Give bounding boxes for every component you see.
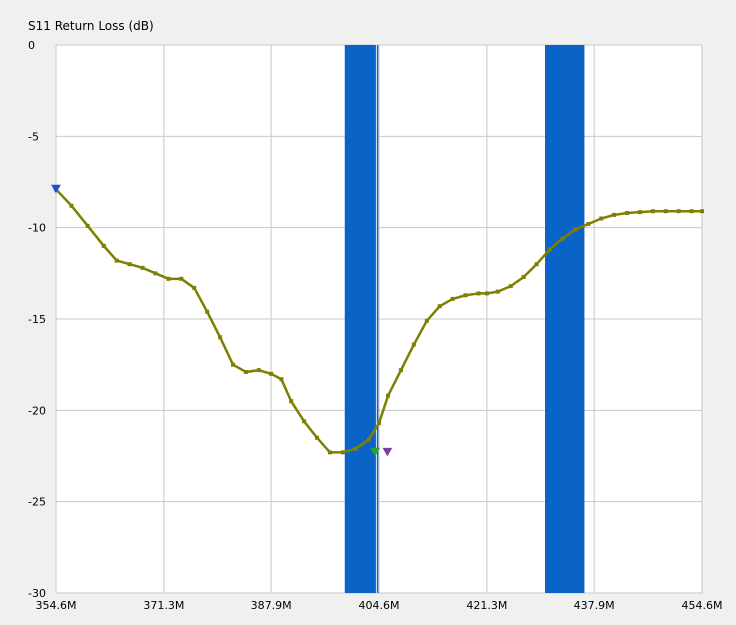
y-tick-label: -20 bbox=[28, 404, 46, 417]
x-tick-label: 387.9M bbox=[251, 599, 292, 612]
series-point bbox=[353, 446, 358, 451]
series-point bbox=[127, 262, 132, 267]
series-point bbox=[534, 262, 539, 267]
series-point bbox=[218, 335, 223, 340]
series-point bbox=[101, 243, 106, 248]
series-point bbox=[179, 276, 184, 281]
x-tick-label: 404.6M bbox=[359, 599, 400, 612]
x-tick-label: 437.9M bbox=[574, 599, 615, 612]
series-point bbox=[450, 296, 455, 301]
series-point bbox=[192, 285, 197, 290]
x-tick-label: 454.6M bbox=[682, 599, 723, 612]
series-point bbox=[85, 223, 90, 228]
series-point bbox=[495, 289, 500, 294]
series-point bbox=[269, 371, 274, 376]
series-point bbox=[377, 421, 381, 426]
series-point bbox=[302, 419, 307, 424]
tick-labels: 354.6M 371.3M 387.9M 404.6M 421.3M 437.9M 454.… bbox=[28, 39, 722, 612]
series-point bbox=[676, 209, 681, 214]
y-tick-label: -15 bbox=[28, 313, 46, 326]
series-point bbox=[411, 342, 416, 347]
series-point bbox=[586, 222, 591, 227]
series-point bbox=[279, 377, 284, 382]
series-point bbox=[386, 393, 391, 398]
series-point bbox=[573, 227, 578, 232]
grid-lines bbox=[55, 44, 703, 594]
marker-triangle bbox=[51, 184, 61, 194]
series-point bbox=[689, 209, 694, 214]
series-point bbox=[437, 304, 442, 309]
series-point bbox=[366, 437, 371, 442]
series-point bbox=[153, 271, 158, 276]
series-point bbox=[484, 291, 489, 296]
series-point bbox=[625, 211, 630, 216]
highlight-bands bbox=[344, 45, 585, 593]
series-point bbox=[114, 258, 119, 263]
series-point bbox=[476, 291, 481, 296]
y-tick-label: 0 bbox=[28, 39, 35, 52]
series-point bbox=[398, 368, 403, 373]
marker-triangle bbox=[382, 447, 393, 457]
series-point bbox=[612, 212, 617, 217]
series-point bbox=[547, 247, 552, 252]
series-point bbox=[599, 216, 604, 221]
series-point bbox=[289, 399, 294, 404]
x-tick-label: 421.3M bbox=[466, 599, 507, 612]
series-point bbox=[637, 210, 642, 215]
series-point bbox=[340, 450, 345, 455]
series-point bbox=[663, 209, 668, 214]
y-tick-label: -5 bbox=[28, 130, 39, 143]
y-tick-label: -25 bbox=[28, 496, 46, 509]
highlight-band bbox=[545, 45, 585, 593]
chart-title: S11 Return Loss (dB) bbox=[28, 19, 154, 33]
y-tick-label: -30 bbox=[28, 587, 46, 600]
series-point bbox=[166, 276, 171, 281]
series-line bbox=[55, 188, 702, 454]
series-point bbox=[463, 293, 468, 298]
series-point bbox=[314, 435, 319, 440]
series-point bbox=[69, 203, 74, 208]
highlight-band bbox=[344, 45, 379, 593]
series-point bbox=[205, 309, 210, 314]
marker-triangle bbox=[370, 447, 380, 457]
series-point bbox=[521, 274, 526, 279]
series-point bbox=[256, 368, 261, 373]
series-point bbox=[327, 450, 332, 455]
marker-layer bbox=[51, 184, 393, 457]
series-point bbox=[140, 265, 145, 270]
series-point bbox=[650, 209, 655, 214]
x-tick-label: 354.6M bbox=[36, 599, 77, 612]
series-point bbox=[508, 284, 513, 289]
series-point bbox=[424, 318, 429, 323]
y-tick-label: -10 bbox=[28, 222, 46, 235]
series-point bbox=[243, 369, 248, 374]
series-point bbox=[560, 236, 565, 241]
series-point bbox=[231, 362, 236, 367]
x-tick-label: 371.3M bbox=[143, 599, 184, 612]
series-layer bbox=[54, 187, 704, 455]
series-point bbox=[700, 209, 704, 214]
